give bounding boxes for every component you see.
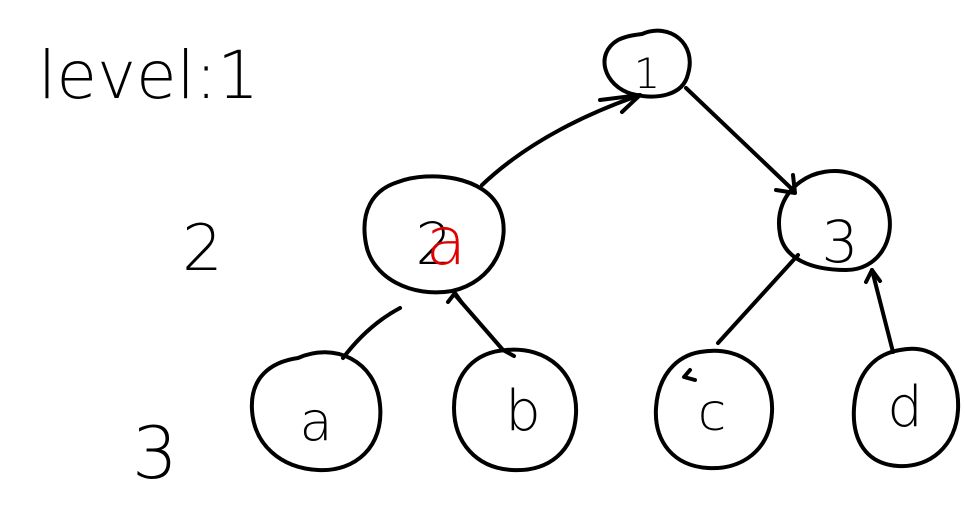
node-root-circle: [602, 28, 692, 99]
node-leaf-b-label: b: [505, 379, 541, 444]
node-leaf-a-label: a: [299, 390, 332, 453]
node-right-label: 3: [822, 208, 859, 276]
arrowhead-leaf-c: [682, 368, 697, 382]
arrowhead-right-from-d: [864, 268, 882, 284]
edge-right-to-leaf-d: [870, 268, 895, 354]
node-leaf-c-circle: [653, 348, 775, 471]
edge-right-to-leaf-c: [716, 253, 800, 345]
level-3-label: 3: [132, 411, 178, 495]
node-right-circle: [777, 169, 892, 272]
edge-root-to-right: [684, 86, 795, 192]
node-left-label: 2: [416, 210, 453, 278]
edge-left-to-leaf-b: [454, 294, 516, 358]
node-left-overwrite-label: a: [426, 203, 466, 280]
node-leaf-d-label: d: [887, 375, 923, 440]
node-leaf-b-circle: [452, 347, 579, 473]
node-leaf-a-circle: [249, 350, 383, 473]
level-1-label: level:1: [38, 37, 259, 114]
node-root-label: 1: [634, 49, 661, 98]
edge-left-to-root: [480, 93, 642, 187]
node-leaf-d-circle: [851, 346, 961, 469]
arrowhead-right: [774, 173, 797, 195]
edge-leaf-a-to-left: [341, 306, 402, 360]
level-2-label: 2: [182, 212, 223, 286]
node-leaf-c-label: c: [698, 383, 727, 443]
node-left-circle: [362, 174, 506, 295]
arrowhead-left: [446, 291, 464, 305]
